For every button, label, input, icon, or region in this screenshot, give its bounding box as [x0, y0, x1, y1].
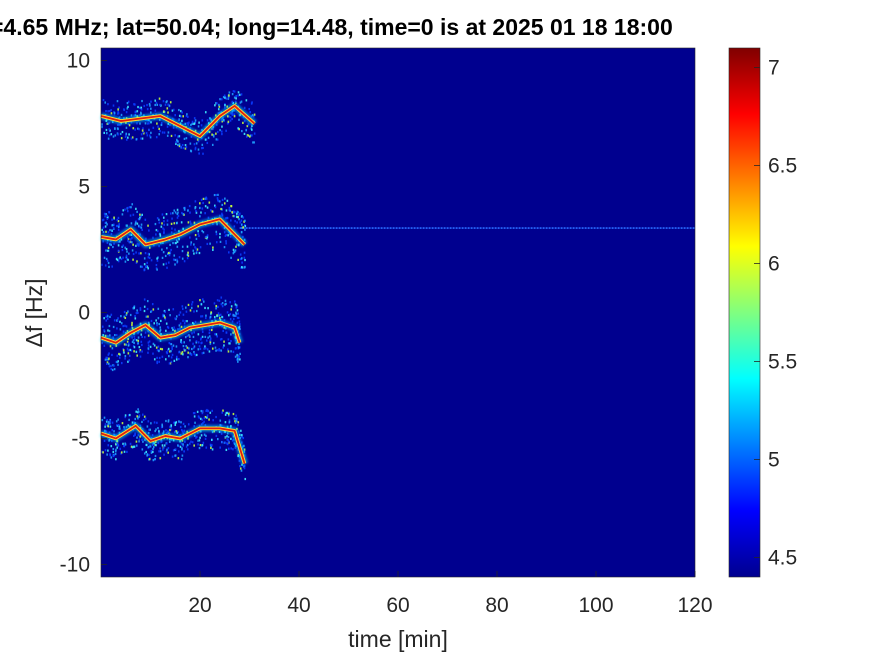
- x-tick-label: 80: [485, 594, 508, 617]
- colorbar-tick-label: 4.5: [768, 546, 797, 569]
- colorbar-tick-label: 7: [768, 57, 780, 80]
- y-tick-label: 0: [78, 302, 90, 325]
- y-axis-label: Δf [Hz]: [21, 278, 47, 347]
- x-tick-label: 40: [287, 594, 310, 617]
- colorbar-tick-label: 6.5: [768, 155, 797, 178]
- colorbar-tick-label: 5.5: [768, 350, 797, 373]
- y-tick-label: -5: [71, 427, 90, 450]
- trace-3: [99, 296, 243, 372]
- trace-2: [100, 193, 248, 272]
- colorbar-tick-label: 6: [768, 253, 780, 276]
- chart-title: =4.65 MHz; lat=50.04; long=14.48, time=0…: [0, 14, 673, 40]
- x-tick-label: 100: [578, 594, 613, 617]
- y-tick-label: -10: [60, 553, 90, 576]
- y-tick-label: 10: [67, 50, 90, 73]
- colorbar-tick-label: 5: [768, 448, 780, 471]
- colorbar: [728, 47, 761, 578]
- y-tick-label: 5: [78, 176, 90, 199]
- trace-1: [100, 90, 257, 155]
- x-tick-label: 120: [677, 594, 712, 617]
- x-tick-label: 20: [188, 594, 211, 617]
- x-tick-label: 60: [386, 594, 409, 617]
- x-axis-label: time [min]: [348, 626, 448, 652]
- trace-4: [99, 408, 248, 481]
